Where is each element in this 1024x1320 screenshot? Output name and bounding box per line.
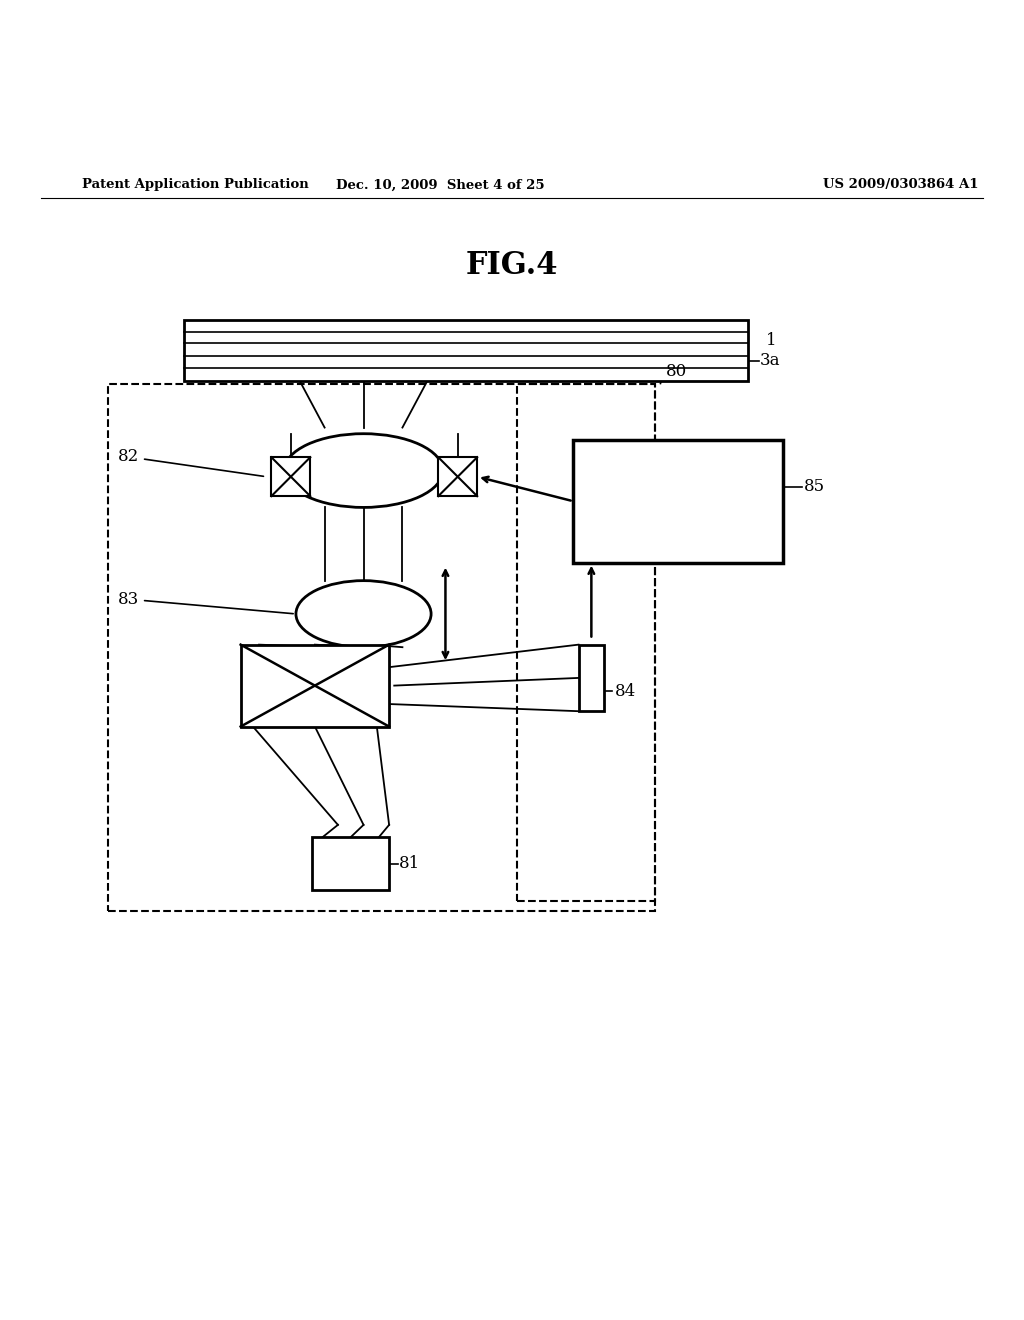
Text: 81: 81	[399, 855, 421, 873]
Bar	[438, 457, 477, 496]
Text: US 2009/0303864 A1: US 2009/0303864 A1	[823, 178, 979, 191]
Ellipse shape	[296, 581, 431, 647]
Bar	[271, 457, 310, 496]
Text: 82: 82	[118, 449, 263, 477]
Text: 83: 83	[118, 590, 293, 614]
Bar	[579, 644, 604, 711]
Bar	[573, 440, 783, 562]
Bar	[312, 837, 389, 891]
Text: 84: 84	[614, 682, 636, 700]
Text: 1: 1	[766, 333, 776, 348]
Bar	[184, 319, 748, 381]
Text: CONTROL: CONTROL	[638, 494, 719, 508]
Text: CIRCUIT: CIRCUIT	[644, 521, 713, 536]
Text: 80: 80	[666, 363, 687, 380]
Text: FIG.4: FIG.4	[466, 251, 558, 281]
Text: 85: 85	[804, 478, 825, 495]
Ellipse shape	[284, 434, 443, 507]
Text: Patent Application Publication: Patent Application Publication	[82, 178, 308, 191]
Text: 3a: 3a	[760, 352, 780, 370]
Bar	[241, 644, 389, 726]
Bar	[108, 384, 655, 911]
Text: Dec. 10, 2009  Sheet 4 of 25: Dec. 10, 2009 Sheet 4 of 25	[336, 178, 545, 191]
Text: SERVO: SERVO	[649, 467, 708, 482]
Bar	[517, 384, 655, 900]
